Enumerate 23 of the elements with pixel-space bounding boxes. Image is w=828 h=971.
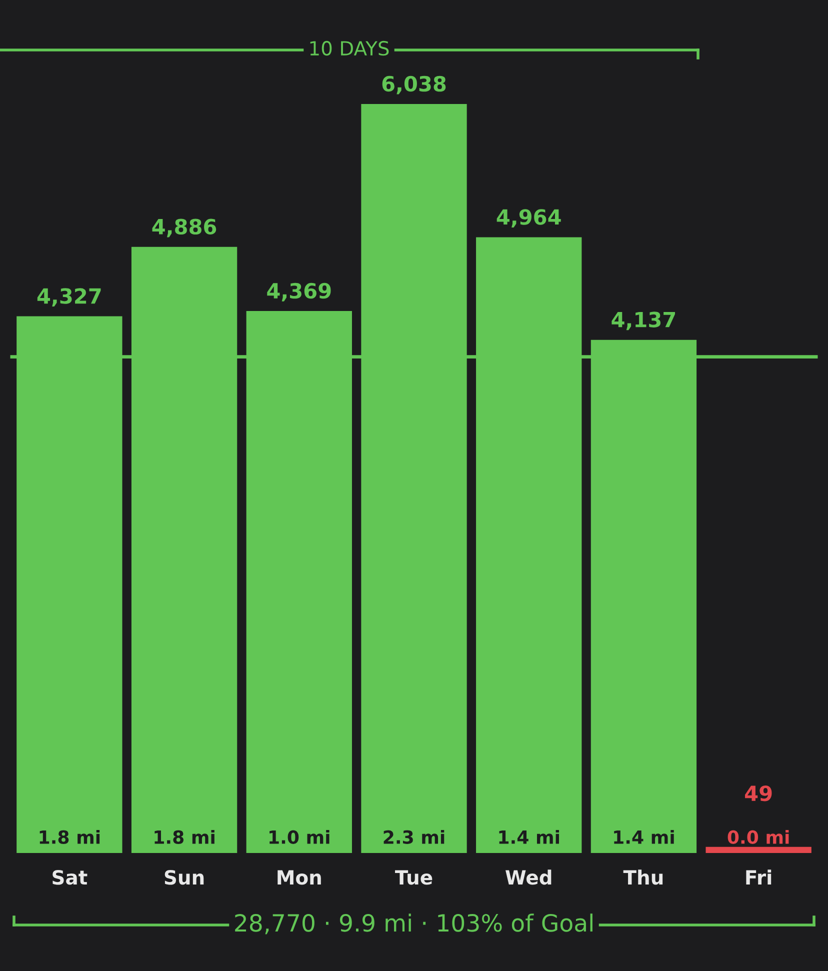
data-label: 6,038	[382, 76, 446, 94]
x-tick-label: Mon	[278, 870, 321, 885]
annotation: 2.3 mi	[384, 830, 444, 844]
data-label: 4,327	[37, 288, 101, 307]
x-tick-label: Sun	[164, 870, 204, 885]
data-label: 49	[745, 785, 772, 802]
data-label: 4,964	[496, 209, 561, 228]
annotation: 0.0 mi	[728, 830, 789, 844]
x-tick-label: Fri	[746, 870, 772, 884]
text: 28,770 · 9.9 mi · 103% of Goal	[235, 914, 592, 934]
text: 10 DAYS	[310, 40, 389, 56]
x-tick-label: Tue	[395, 870, 432, 885]
x-tick-label: Sat	[52, 870, 88, 885]
x-tick-label: Wed	[506, 870, 552, 885]
data-label: 4,886	[152, 218, 216, 238]
x-tick-label: Thu	[623, 870, 663, 885]
annotation: 1.8 mi	[154, 830, 214, 844]
annotation: 1.4 mi	[499, 830, 559, 844]
annotation: 1.0 mi	[270, 830, 330, 844]
data-label: 4,369	[267, 282, 331, 302]
data-label: 4,137	[612, 312, 676, 330]
annotation: 1.4 mi	[614, 830, 674, 844]
annotation: 1.8 mi	[40, 830, 100, 844]
